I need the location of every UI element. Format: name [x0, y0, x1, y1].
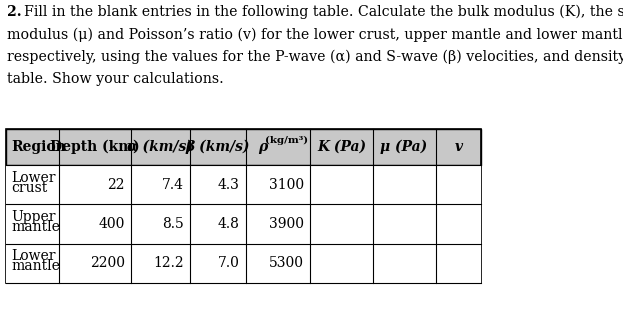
- Text: Fill in the blank entries in the following table. Calculate the bulk modulus (K): Fill in the blank entries in the followi…: [24, 5, 623, 19]
- Text: 12.2: 12.2: [153, 256, 184, 270]
- Text: Upper: Upper: [11, 210, 55, 224]
- Text: 7.4: 7.4: [162, 178, 184, 192]
- Text: 7.0: 7.0: [218, 256, 240, 270]
- Text: α (km/s): α (km/s): [128, 140, 193, 154]
- Text: mantle: mantle: [11, 220, 60, 234]
- Bar: [6, 165, 481, 204]
- Bar: [6, 204, 481, 244]
- Text: Depth (km): Depth (km): [50, 140, 140, 154]
- Bar: [6, 244, 481, 283]
- Text: Lower: Lower: [11, 250, 55, 263]
- Text: 5300: 5300: [269, 256, 304, 270]
- Text: 3900: 3900: [269, 217, 304, 231]
- Text: table. Show your calculations.: table. Show your calculations.: [7, 72, 224, 86]
- Text: 4.8: 4.8: [218, 217, 240, 231]
- Text: 2200: 2200: [90, 256, 125, 270]
- Text: v: v: [454, 140, 463, 154]
- Text: 3100: 3100: [269, 178, 304, 192]
- Text: 2.: 2.: [7, 5, 22, 19]
- Text: 4.3: 4.3: [218, 178, 240, 192]
- Text: (kg/m³): (kg/m³): [265, 135, 308, 145]
- Text: 400: 400: [98, 217, 125, 231]
- Text: K (Pa): K (Pa): [317, 140, 366, 154]
- Text: mantle: mantle: [11, 259, 60, 273]
- Bar: [6, 129, 481, 283]
- Text: ρ: ρ: [258, 140, 267, 154]
- Text: 8.5: 8.5: [162, 217, 184, 231]
- Text: Lower: Lower: [11, 171, 55, 185]
- Text: respectively, using the values for the P-wave (α) and S-wave (β) velocities, and: respectively, using the values for the P…: [7, 49, 623, 64]
- Text: μ (Pa): μ (Pa): [380, 140, 427, 154]
- Text: Region: Region: [11, 140, 66, 154]
- Text: crust: crust: [11, 181, 47, 195]
- Text: β (km/s): β (km/s): [186, 140, 250, 154]
- Text: 22: 22: [107, 178, 125, 192]
- Text: modulus (μ) and Poisson’s ratio (v) for the lower crust, upper mantle and lower : modulus (μ) and Poisson’s ratio (v) for …: [7, 27, 623, 42]
- Bar: [6, 129, 481, 165]
